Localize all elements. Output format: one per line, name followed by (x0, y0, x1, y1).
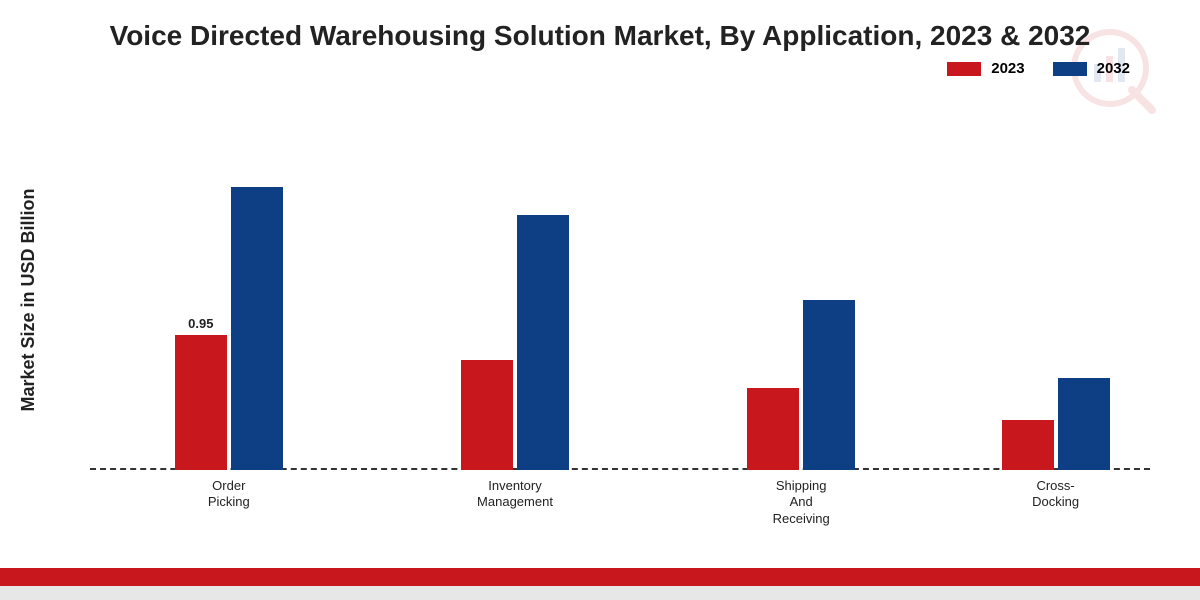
legend-swatch-2023 (947, 62, 981, 76)
bar-group: Shipping And Receiving (747, 300, 855, 470)
bar-group: Cross- Docking (1002, 378, 1110, 470)
bar (747, 388, 799, 470)
bar (231, 187, 283, 470)
x-axis-label: Shipping And Receiving (773, 470, 830, 527)
x-axis-label: Cross- Docking (1032, 470, 1079, 511)
legend-swatch-2032 (1053, 62, 1087, 76)
bar (1002, 420, 1054, 470)
legend-item-2032: 2032 (1053, 60, 1130, 77)
bar (461, 360, 513, 471)
bar (1058, 378, 1110, 470)
legend: 2023 2032 (947, 60, 1130, 77)
chart-title: Voice Directed Warehousing Solution Mark… (0, 0, 1200, 52)
x-axis-label: Inventory Management (477, 470, 553, 511)
bar-group: 0.95Order Picking (175, 187, 283, 470)
footer-light-bar (0, 586, 1200, 600)
bar (175, 335, 227, 470)
footer-accent-bar (0, 568, 1200, 586)
bar (517, 215, 569, 470)
x-axis-label: Order Picking (208, 470, 250, 511)
legend-item-2023: 2023 (947, 60, 1024, 77)
bar-value-label: 0.95 (188, 316, 213, 331)
y-axis-label: Market Size in USD Billion (18, 188, 39, 411)
plot-area: 0.95Order Picking Inventory Management Shi… (90, 130, 1150, 470)
bar (803, 300, 855, 470)
legend-label-2023: 2023 (991, 60, 1024, 77)
bar-group: Inventory Management (461, 215, 569, 470)
legend-label-2032: 2032 (1097, 60, 1130, 77)
